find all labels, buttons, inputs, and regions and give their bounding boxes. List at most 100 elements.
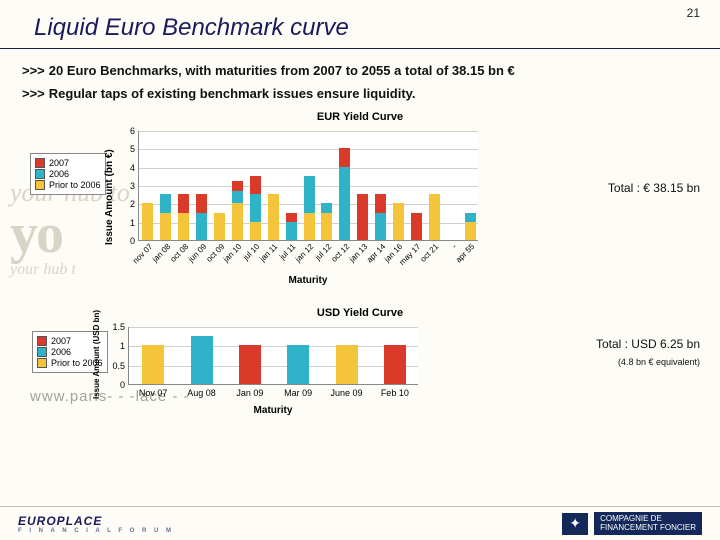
bar-segment xyxy=(196,194,207,212)
logo-text: COMPAGNIE DE FINANCEMENT FONCIER xyxy=(594,512,702,536)
bar xyxy=(321,203,332,240)
bar-segment xyxy=(196,213,207,241)
bar xyxy=(160,194,171,240)
bar-segment xyxy=(357,194,368,240)
bullet-line: >>> 20 Euro Benchmarks, with maturities f… xyxy=(0,59,720,82)
x-tick-label: Feb 10 xyxy=(381,388,409,398)
legend-item: Prior to 2006 xyxy=(35,180,101,190)
chart-title: USD Yield Curve xyxy=(0,307,720,319)
legend-swatch xyxy=(37,336,47,346)
bar-segment xyxy=(286,222,297,240)
bar-segment xyxy=(336,345,358,384)
x-tick-label: jan 08 xyxy=(150,242,172,264)
bar-segment xyxy=(375,194,386,212)
bar xyxy=(357,194,368,240)
bar-segment xyxy=(304,213,315,241)
bar xyxy=(214,213,225,241)
x-tick-label: Nov 07 xyxy=(139,388,168,398)
bar-segment xyxy=(232,203,243,240)
x-tick-label: oct 12 xyxy=(329,242,351,264)
bar-segment xyxy=(232,181,243,190)
bar-segment xyxy=(160,213,171,241)
bar-segment xyxy=(239,345,261,384)
y-tick-label: 0 xyxy=(130,236,135,246)
page-title: Liquid Euro Benchmark curve xyxy=(0,0,720,49)
y-axis-label: Issue Amount (bn €) xyxy=(104,149,115,245)
bar xyxy=(239,345,261,384)
plot-area: 0123456nov 07jan 08oct 08jun 09oct 09jan… xyxy=(138,131,478,241)
bar-segment xyxy=(304,176,315,213)
bar xyxy=(393,203,404,240)
bar-segment xyxy=(142,345,164,384)
chart-legend: 20072006Prior to 2006 xyxy=(30,153,106,195)
x-tick-label: apr 55 xyxy=(454,242,476,264)
y-tick-label: 1 xyxy=(130,218,135,228)
y-tick-label: 3 xyxy=(130,181,135,191)
bar-segment xyxy=(268,194,279,240)
x-tick-label: - xyxy=(450,242,458,250)
bar-segment xyxy=(214,213,225,241)
bar xyxy=(339,148,350,240)
bar-segment xyxy=(142,203,153,240)
legend-label: Prior to 2006 xyxy=(49,180,101,190)
logo-text: EUROPLACE xyxy=(18,514,102,528)
x-tick-label: oct 09 xyxy=(204,242,226,264)
bar-segment xyxy=(339,148,350,166)
chart-title: EUR Yield Curve xyxy=(0,111,720,123)
legend-swatch xyxy=(35,180,45,190)
usd-chart: USD Yield Curve 20072006Prior to 2006 Is… xyxy=(0,307,720,437)
legend-label: 2006 xyxy=(49,169,69,179)
bar-segment xyxy=(411,213,422,241)
bar-segment xyxy=(321,203,332,212)
x-tick-label: oct 08 xyxy=(168,242,190,264)
bar xyxy=(191,336,213,384)
bar-segment xyxy=(250,222,261,240)
plot-area: 00.511.5Nov 07Aug 08Jan 09Mar 09June 09F… xyxy=(128,327,418,385)
arrow-marker: >>> xyxy=(22,63,45,78)
y-tick-label: 2 xyxy=(130,199,135,209)
bar xyxy=(196,194,207,240)
bullet-text: 20 Euro Benchmarks, with maturities from… xyxy=(49,63,515,78)
y-tick-label: 6 xyxy=(130,126,135,136)
bar xyxy=(411,213,422,241)
x-tick-label: jun 09 xyxy=(186,242,208,264)
gridline xyxy=(139,149,478,150)
footer: EUROPLACE F I N A N C I A L F O R U M ✦ … xyxy=(0,506,720,540)
y-tick-label: 5 xyxy=(130,144,135,154)
bar-segment xyxy=(339,167,350,240)
x-tick-label: apr 14 xyxy=(365,242,387,264)
bar-segment xyxy=(375,213,386,241)
bar-segment xyxy=(178,194,189,212)
x-axis-label: Maturity xyxy=(138,275,478,286)
bar xyxy=(178,194,189,240)
bar-segment xyxy=(384,345,406,384)
legend-swatch xyxy=(37,347,47,357)
bar xyxy=(375,194,386,240)
y-axis-label: Issue Amount (USD bn) xyxy=(92,310,101,399)
x-tick-label: jan 10 xyxy=(222,242,244,264)
gridline xyxy=(129,346,418,347)
bar-segment xyxy=(286,213,297,222)
legend-swatch xyxy=(37,358,47,368)
bar xyxy=(232,181,243,240)
y-tick-label: 0 xyxy=(120,380,125,390)
x-tick-label: Jan 09 xyxy=(236,388,263,398)
bar xyxy=(250,176,261,240)
bar-segment xyxy=(232,191,243,204)
eur-chart: EUR Yield Curve 20072006Prior to 2006 Is… xyxy=(0,111,720,301)
x-tick-label: Aug 08 xyxy=(187,388,216,398)
bar-segment xyxy=(250,176,261,194)
bar-segment xyxy=(160,194,171,212)
legend-item: 2006 xyxy=(35,169,101,179)
bar xyxy=(304,176,315,240)
bar xyxy=(429,194,440,240)
gridline xyxy=(139,168,478,169)
bar-segment xyxy=(393,203,404,240)
bar-segment xyxy=(287,345,309,384)
bullet-text: Regular taps of existing benchmark issue… xyxy=(49,86,416,101)
legend-label: 2006 xyxy=(51,347,71,357)
gridline xyxy=(139,131,478,132)
legend-swatch xyxy=(35,158,45,168)
bar xyxy=(286,213,297,240)
bar-segment xyxy=(465,222,476,240)
